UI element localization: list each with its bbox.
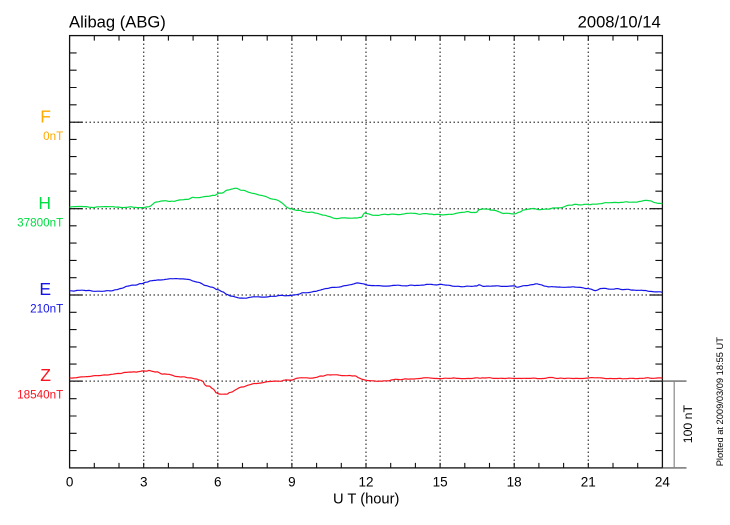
svg-text:U T (hour): U T (hour) <box>333 492 399 508</box>
svg-text:9: 9 <box>288 474 296 489</box>
svg-text:18540nT: 18540nT <box>17 389 63 402</box>
svg-text:0nT: 0nT <box>43 130 63 143</box>
svg-text:E: E <box>39 279 51 299</box>
svg-text:15: 15 <box>433 474 448 489</box>
svg-text:6: 6 <box>214 474 222 489</box>
svg-text:2008/10/14: 2008/10/14 <box>578 13 661 32</box>
svg-text:210nT: 210nT <box>30 303 63 316</box>
svg-text:37800nT: 37800nT <box>17 216 63 229</box>
svg-text:12: 12 <box>358 474 373 489</box>
svg-text:0: 0 <box>66 474 74 489</box>
svg-text:Plotted at 2009/03/09 18:55 UT: Plotted at 2009/03/09 18:55 UT <box>715 337 725 467</box>
svg-text:H: H <box>38 193 51 213</box>
svg-text:21: 21 <box>581 474 596 489</box>
svg-text:100 nT: 100 nT <box>681 404 695 443</box>
svg-text:F: F <box>40 106 51 126</box>
svg-text:18: 18 <box>507 474 522 489</box>
svg-text:24: 24 <box>655 474 671 489</box>
svg-text:Z: Z <box>40 365 51 385</box>
svg-text:Alibag (ABG): Alibag (ABG) <box>69 12 166 31</box>
svg-text:3: 3 <box>140 474 148 489</box>
